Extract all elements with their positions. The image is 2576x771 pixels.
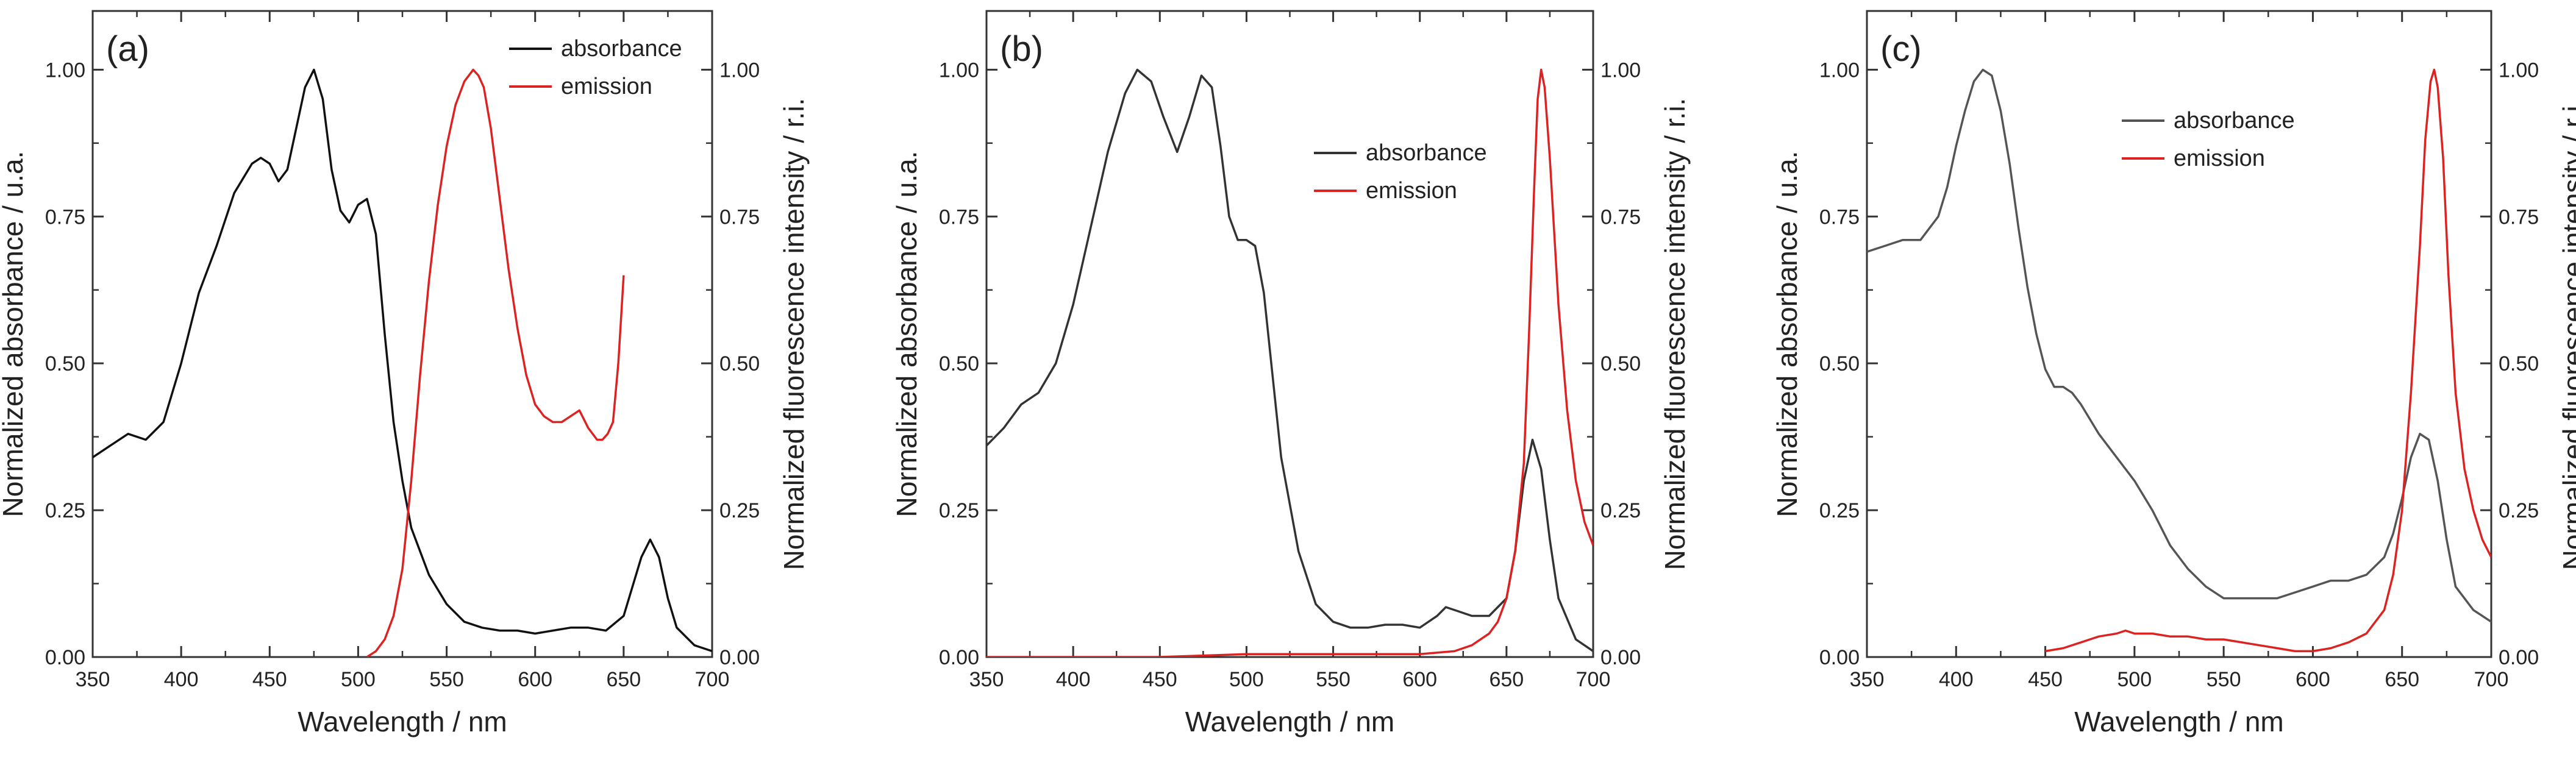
y-tick-label-right: 0.75	[719, 205, 760, 229]
x-tick-label: 700	[2474, 668, 2509, 691]
x-tick-label: 700	[1576, 668, 1611, 691]
y-axis-label-right: Normalized fluorescence intensity / r.i.	[1659, 98, 1691, 570]
x-tick-label: 500	[341, 668, 376, 691]
y-tick-label-left: 0.00	[939, 646, 979, 669]
y-tick-label-right: 0.00	[1600, 646, 1641, 669]
x-tick-label: 600	[1402, 668, 1437, 691]
y-tick-label-right: 1.00	[719, 59, 760, 82]
y-tick-label-right: 0.00	[2499, 646, 2539, 669]
y-tick-label-right: 0.25	[719, 499, 760, 522]
series-line-absorbance	[987, 68, 1593, 652]
y-tick-label-left: 1.00	[45, 59, 85, 82]
panel-label: (c)	[1880, 29, 1922, 69]
y-axis-label-right: Normalized fluorescence intensity / r.i.	[2557, 98, 2576, 570]
x-tick-label: 550	[1316, 668, 1350, 691]
x-tick-label: 400	[1056, 668, 1091, 691]
x-tick-label: 500	[2117, 668, 2152, 691]
y-tick-label-left: 0.25	[939, 499, 979, 522]
x-tick-label: 450	[1143, 668, 1177, 691]
legend-label: absorbance	[1366, 140, 1487, 166]
x-axis-label: Wavelength / nm	[298, 706, 507, 737]
y-tick-label-right: 0.50	[1600, 352, 1641, 375]
plot-frame	[985, 10, 1594, 658]
y-tick-label-left: 0.00	[45, 646, 85, 669]
series-line-emission	[2045, 68, 2491, 653]
x-tick-label: 550	[2207, 668, 2241, 691]
legend-label: emission	[2174, 146, 2265, 171]
y-axis-label-left: Normalized absorbance / u.a.	[891, 151, 922, 517]
y-tick-label-left: 0.50	[45, 352, 85, 375]
y-tick-label-left: 0.25	[45, 499, 85, 522]
x-tick-label: 350	[76, 668, 110, 691]
y-tick-label-right: 0.50	[719, 352, 760, 375]
y-tick-label-left: 0.25	[1819, 499, 1860, 522]
y-tick-label-right: 1.00	[1600, 59, 1641, 82]
y-tick-label-right: 0.25	[2499, 499, 2539, 522]
legend-label: absorbance	[561, 36, 682, 62]
y-tick-label-right: 0.50	[2499, 352, 2539, 375]
y-tick-label-left: 0.75	[45, 205, 85, 229]
y-tick-label-left: 0.00	[1819, 646, 1860, 669]
legend-label: emission	[1366, 178, 1457, 204]
y-tick-label-right: 1.00	[2499, 59, 2539, 82]
y-tick-label-left: 1.00	[1819, 59, 1860, 82]
y-tick-label-right: 0.75	[1600, 205, 1641, 229]
series-line-emission	[366, 68, 625, 657]
x-tick-label: 450	[2028, 668, 2063, 691]
y-tick-label-left: 0.50	[1819, 352, 1860, 375]
y-tick-label-left: 0.50	[939, 352, 979, 375]
x-tick-label: 600	[2296, 668, 2330, 691]
x-tick-label: 450	[252, 668, 287, 691]
x-axis-label: Wavelength / nm	[2074, 706, 2283, 737]
y-tick-label-left: 1.00	[939, 59, 979, 82]
y-tick-label-right: 0.75	[2499, 205, 2539, 229]
x-axis-label: Wavelength / nm	[1185, 706, 1394, 737]
x-tick-label: 400	[164, 668, 199, 691]
y-tick-label-right: 0.00	[719, 646, 760, 669]
y-axis-label-left: Normalized absorbance / u.a.	[0, 151, 29, 517]
x-tick-label: 400	[1939, 668, 1974, 691]
x-tick-label: 500	[1229, 668, 1264, 691]
panel-label: (a)	[106, 29, 149, 69]
x-tick-label: 350	[1850, 668, 1885, 691]
x-tick-label: 700	[695, 668, 730, 691]
x-tick-label: 600	[518, 668, 552, 691]
y-axis-label-left: Normalized absorbance / u.a.	[1771, 151, 1803, 517]
y-tick-label-left: 0.75	[939, 205, 979, 229]
panel-label: (b)	[1000, 29, 1043, 69]
series-line-absorbance	[93, 68, 712, 653]
x-tick-label: 650	[2385, 668, 2419, 691]
x-tick-label: 550	[429, 668, 464, 691]
y-tick-label-left: 0.75	[1819, 205, 1860, 229]
x-tick-label: 650	[606, 668, 641, 691]
x-tick-label: 350	[969, 668, 1004, 691]
x-tick-label: 650	[1489, 668, 1524, 691]
legend-label: absorbance	[2174, 108, 2295, 133]
series-line-emission	[987, 68, 1593, 657]
y-axis-label-right: Normalized fluorescence intensity / r.i.	[778, 98, 810, 570]
legend-label: emission	[561, 74, 652, 99]
y-tick-label-right: 0.25	[1600, 499, 1641, 522]
